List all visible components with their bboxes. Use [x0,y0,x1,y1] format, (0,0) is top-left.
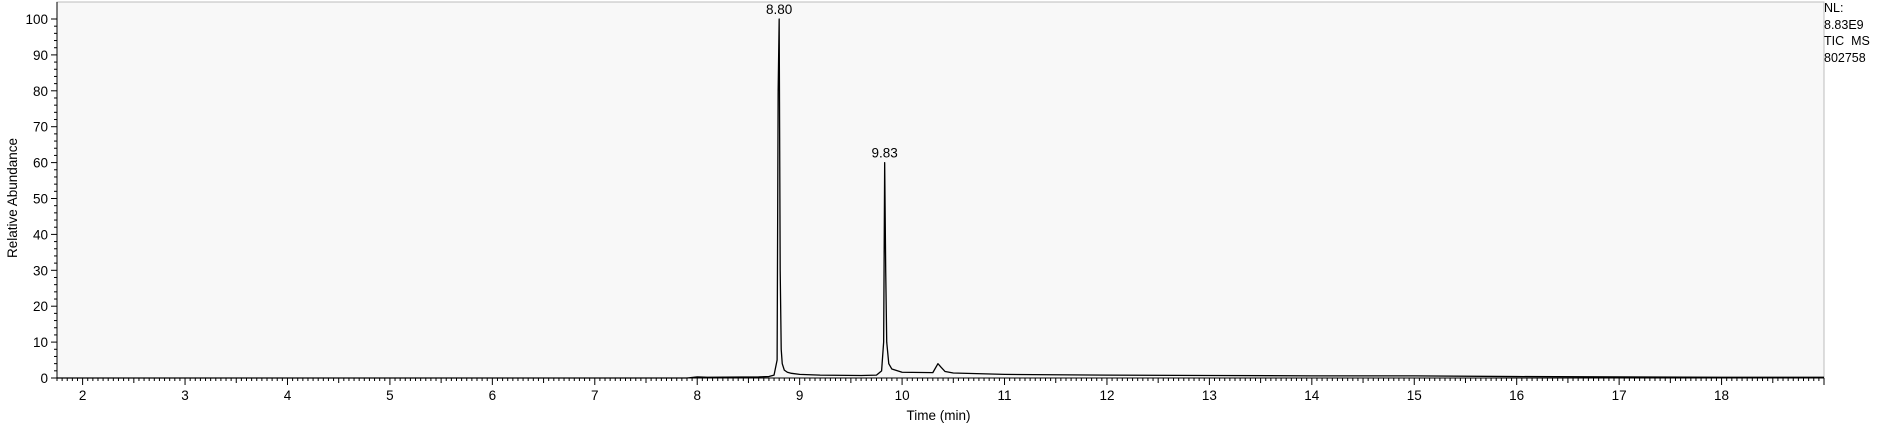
y-tick-label: 90 [33,48,48,63]
x-tick-label: 2 [79,388,87,403]
peak-labels: 8.80 9.83 [766,2,898,161]
scan-filter: TIC MS [1824,34,1870,48]
x-axis-label: Time (min) [907,408,971,423]
nl-value: 8.83E9 [1824,17,1864,32]
y-tick-label: 20 [33,299,48,314]
y-tick-label: 30 [33,263,48,278]
x-tick-label: 14 [1304,388,1320,403]
x-tick-label: 16 [1509,388,1524,403]
x-tick-label: 11 [998,388,1012,403]
plot-area [56,1,1825,379]
y-tick-label: 60 [33,156,48,171]
x-tick-label: 3 [181,388,189,403]
x-tick-label: 6 [489,388,497,403]
x-tick-label: 13 [1202,388,1217,403]
y-tick-label: 70 [33,120,48,135]
info-box: NL: 8.83E9 TIC MS 802758 [1824,0,1870,66]
x-tick-label: 4 [284,388,292,403]
tic-trace [57,18,1824,379]
y-tick-label: 10 [33,335,48,350]
y-axis-label: Relative Abundance [5,138,20,258]
x-tick-label: 5 [386,388,394,403]
y-tick-label: 0 [40,371,48,386]
x-tick-label: 8 [693,388,701,403]
y-tick-label: 100 [25,12,48,27]
x-tick-label: 12 [1099,388,1114,403]
x-tick-label: 9 [796,388,804,403]
x-tick-label: 15 [1407,388,1422,403]
peak-label: 8.80 [766,2,792,17]
file-id: 802758 [1824,50,1866,65]
x-tick-label: 10 [895,388,910,403]
x-tick-label: 17 [1612,388,1627,403]
x-tick-label: 7 [591,388,599,403]
y-axis: 0 10 20 30 40 50 60 70 80 90 100 [25,2,58,386]
x-axis: 2 3 4 5 6 7 8 9 10 11 12 13 14 15 16 17 18 [56,377,1825,403]
nl-label: NL: [1824,1,1844,15]
y-tick-label: 40 [33,227,48,242]
peak-label: 9.83 [872,146,898,161]
y-tick-label: 80 [33,84,48,99]
x-tick-label: 18 [1714,388,1729,403]
y-tick-label: 50 [33,192,48,207]
